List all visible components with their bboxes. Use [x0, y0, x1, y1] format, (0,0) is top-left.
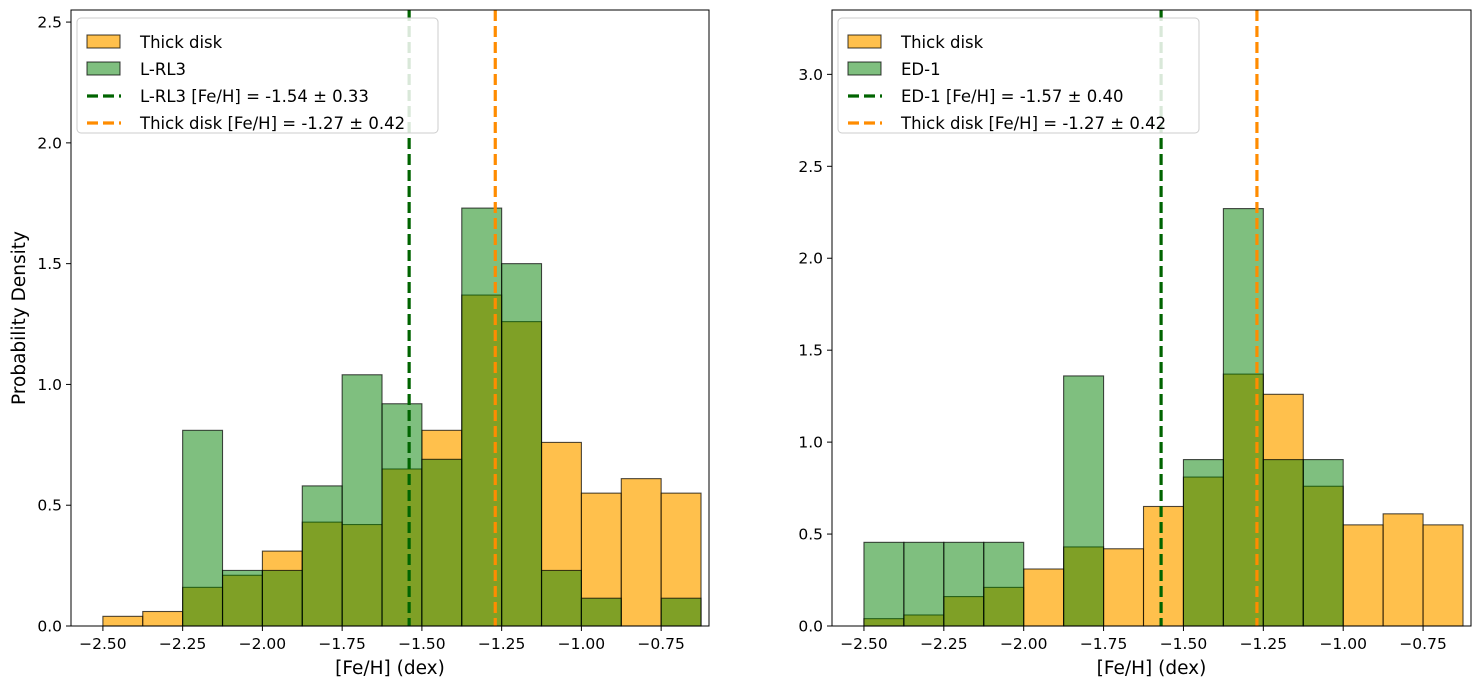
bar — [540, 569, 582, 627]
legend-entry: L-RL3 [Fe/H] = -1.54 ± 0.33 — [140, 87, 369, 106]
bar — [660, 597, 702, 627]
y-tick-label: 1.5 — [798, 342, 823, 360]
chart-panel-1: −2.50 −2.25 −2.00 −1.75 −1.50 −1.25 −1.00 −0.75… — [9, 9, 710, 679]
y-axis-label: Probability Density — [9, 231, 30, 405]
bar — [1182, 459, 1224, 627]
legend-entry: L-RL3 — [140, 60, 186, 79]
bar — [421, 458, 463, 627]
x-tick-label: −0.75 — [1399, 635, 1447, 653]
x-tick-label: −2.25 — [159, 635, 207, 653]
x-tick-label: −1.50 — [398, 635, 446, 653]
bar — [983, 541, 1025, 627]
bar — [1103, 548, 1145, 627]
legend-swatch — [86, 61, 121, 76]
y-tick-label: 2.0 — [37, 134, 62, 152]
y-tick-label: 1.0 — [798, 434, 823, 452]
bar — [261, 569, 303, 627]
bar — [1302, 459, 1344, 627]
bar — [1342, 524, 1384, 627]
axes-frame — [831, 9, 1472, 627]
bar — [341, 374, 383, 627]
x-tick-label: −2.00 — [239, 635, 287, 653]
x-tick-label: −2.25 — [920, 635, 968, 653]
bar — [620, 478, 662, 627]
legend-box — [837, 17, 1200, 134]
legend: Thick disk L-RL3 L-RL3 [Fe/H] = -1.54 ± 0.… — [76, 17, 439, 134]
bar — [1063, 375, 1105, 627]
y-tick-label: 0.5 — [798, 526, 823, 544]
bar — [1382, 513, 1424, 627]
legend-entry: Thick disk — [900, 33, 984, 52]
y-tick-label: 2.0 — [798, 250, 823, 268]
x-tick-label: −1.00 — [1319, 635, 1367, 653]
x-tick-label: −0.75 — [637, 635, 685, 653]
legend-entry: ED-1 [Fe/H] = -1.57 ± 0.40 — [901, 87, 1123, 106]
bar — [501, 263, 543, 627]
legend-entry: ED-1 — [901, 60, 941, 79]
legend-swatch — [847, 34, 882, 49]
y-tick-label: 0.5 — [37, 497, 62, 515]
y-tick-label: 3.0 — [798, 66, 823, 84]
x-tick-label: −1.25 — [478, 635, 526, 653]
x-tick-label: −1.00 — [558, 635, 606, 653]
bar — [381, 403, 423, 627]
bar — [221, 569, 263, 627]
y-tick-label: 2.5 — [798, 158, 823, 176]
x-axis-label: [Fe/H] (dex) — [1097, 658, 1207, 679]
x-tick-label: −2.50 — [840, 635, 888, 653]
y-tick-label: 0.0 — [798, 618, 823, 636]
legend-swatch — [847, 61, 882, 76]
x-tick-label: −1.75 — [1080, 635, 1128, 653]
legend: Thick disk ED-1 ED-1 [Fe/H] = -1.57 ± 0.40… — [837, 17, 1200, 134]
bar — [1262, 459, 1304, 627]
bar — [1422, 524, 1464, 627]
series-l-rl3 — [182, 207, 702, 627]
bar — [142, 610, 184, 627]
chart-panel-2: −2.50 −2.25 −2.00 −1.75 −1.50 −1.25 −1.00 −0.75… — [798, 9, 1472, 679]
x-tick-label: −2.50 — [79, 635, 127, 653]
legend-box — [76, 17, 439, 134]
bar — [182, 429, 224, 627]
legend-entry: Thick disk [Fe/H] = -1.27 ± 0.42 — [139, 114, 405, 133]
legend-swatch — [86, 34, 121, 49]
bar — [580, 597, 622, 627]
bar — [863, 541, 905, 627]
bar — [102, 615, 144, 627]
bar — [903, 541, 945, 627]
y-tick-label: 0.0 — [37, 618, 62, 636]
y-tick-label: 1.5 — [37, 255, 62, 273]
legend-entry: Thick disk [Fe/H] = -1.27 ± 0.42 — [900, 114, 1166, 133]
y-tick-label: 2.5 — [37, 14, 62, 32]
bar — [1023, 568, 1065, 627]
axes-frame — [70, 9, 710, 627]
x-tick-label: −2.00 — [1000, 635, 1048, 653]
x-tick-label: −1.50 — [1160, 635, 1208, 653]
x-tick-label: −1.75 — [318, 635, 366, 653]
bar — [1142, 505, 1184, 627]
x-tick-label: −1.25 — [1240, 635, 1288, 653]
y-tick-label: 1.0 — [37, 376, 62, 394]
bar — [301, 485, 343, 627]
legend-entry: Thick disk — [139, 33, 223, 52]
x-axis-label: [Fe/H] (dex) — [335, 658, 445, 679]
bar — [943, 541, 985, 627]
